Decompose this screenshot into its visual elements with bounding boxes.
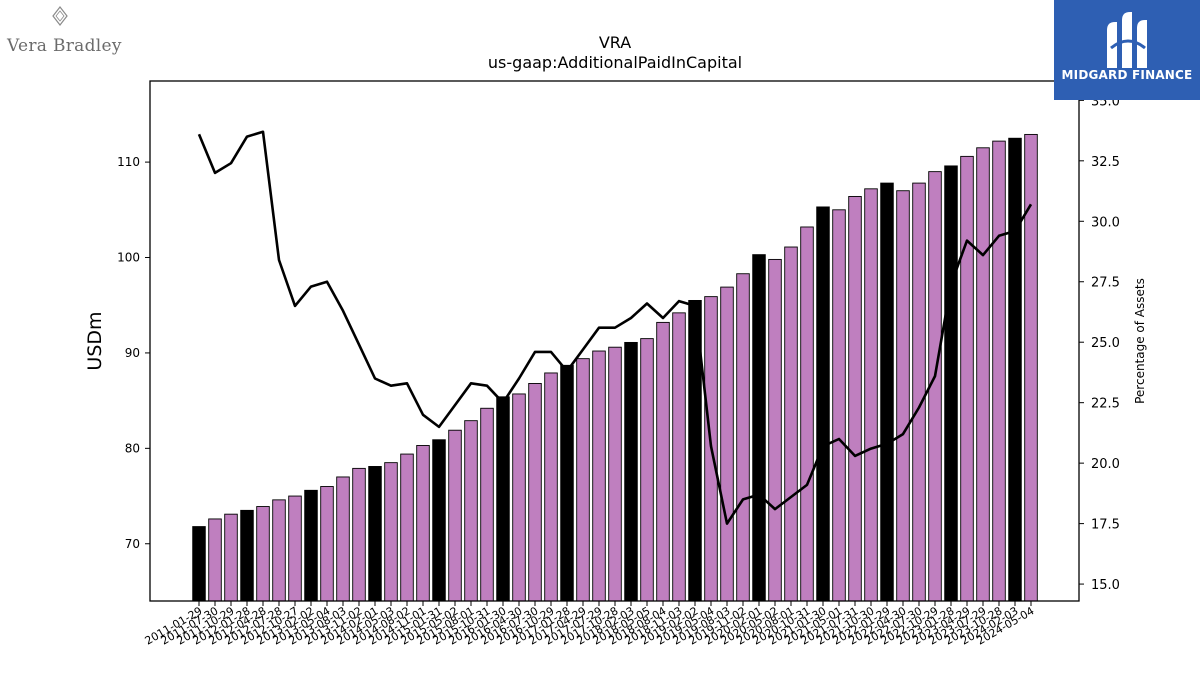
midgard-finance-logo: MIDGARD FINANCE — [1054, 0, 1200, 100]
bar-2012-07-28 — [272, 499, 286, 602]
y2-axis-label: Percentage of Assets — [1133, 278, 1147, 404]
y-tick-label: 80 — [125, 441, 140, 455]
bar-2018-02-03 — [624, 341, 638, 602]
chart-title: VRA — [599, 33, 631, 52]
midgard-finance-wordmark: MIDGARD FINANCE — [1061, 68, 1193, 82]
bar-2014-05-03 — [384, 462, 398, 602]
bar-2013-05-04 — [320, 486, 334, 602]
bar-2020-05-02 — [768, 258, 782, 602]
y2-tick-label: 15.0 — [1091, 578, 1120, 593]
bar-2023-04-29 — [960, 155, 974, 602]
y-tick-label: 90 — [125, 346, 140, 360]
vera-bradley-wordmark: Vera Bradley — [7, 36, 122, 56]
bar-2020-02-01 — [752, 254, 766, 602]
bar-2021-10-30 — [864, 188, 878, 602]
bar-2018-08-04 — [656, 321, 670, 602]
bar-2014-08-02 — [400, 453, 414, 602]
y2-tick-label: 32.5 — [1091, 155, 1120, 170]
bar-2013-11-02 — [352, 467, 366, 602]
bar-2012-01-28 — [240, 509, 254, 602]
bar-2014-02-01 — [368, 466, 382, 602]
bar-2021-07-31 — [848, 195, 862, 602]
y-tick-label: 70 — [125, 537, 140, 551]
bar-2016-07-30 — [528, 383, 542, 602]
bar-2019-08-03 — [720, 286, 734, 602]
bar-2014-11-01 — [416, 445, 430, 602]
bar-2023-07-29 — [976, 147, 990, 602]
y-axis-label: USDm — [84, 311, 106, 370]
bar-2021-05-01 — [832, 209, 846, 602]
bar-2017-04-29 — [576, 358, 590, 602]
bar-2024-02-03 — [1008, 137, 1022, 602]
bar-2013-08-03 — [336, 476, 350, 602]
bar-2022-07-30 — [912, 182, 926, 602]
percentage-of-assets-line — [197, 130, 1033, 525]
bar-2017-07-29 — [592, 350, 606, 602]
bar-2015-08-01 — [464, 420, 478, 602]
chart-subtitle: us-gaap:AdditionalPaidInCapital — [488, 53, 742, 72]
bar-2020-08-01 — [784, 246, 798, 602]
y-tick-label: 100 — [117, 251, 140, 265]
bar-2022-01-29 — [880, 182, 894, 602]
bar-2020-10-31 — [800, 226, 814, 602]
bar-2019-11-02 — [736, 273, 750, 602]
bar-2021-01-30 — [816, 206, 830, 602]
bar-2012-10-27 — [288, 495, 302, 602]
bar-2023-10-28 — [992, 140, 1006, 602]
bar-2016-10-29 — [544, 372, 558, 602]
y2-tick-label: 30.0 — [1091, 215, 1120, 230]
bar-2016-01-30 — [496, 396, 510, 602]
diamond-logo-icon — [52, 6, 68, 26]
bar-2011-01-29 — [192, 526, 206, 602]
bar-2017-01-28 — [560, 364, 574, 602]
y2-tick-label: 25.0 — [1091, 336, 1120, 351]
bar-2015-01-31 — [432, 439, 446, 602]
y2-tick-label: 27.5 — [1091, 276, 1120, 291]
bar-2022-04-30 — [896, 190, 910, 602]
bar-2011-10-29 — [224, 513, 238, 602]
bar-2013-02-02 — [304, 489, 318, 602]
midgard-m-logo-icon — [1107, 12, 1147, 68]
bar-2023-01-28 — [944, 165, 958, 602]
bar-2016-04-30 — [512, 393, 526, 602]
bar-2018-11-03 — [672, 312, 686, 602]
vera-bradley-logo: Vera Bradley — [0, 0, 130, 70]
bar-2011-07-30 — [208, 518, 222, 602]
bar-2015-05-02 — [448, 429, 462, 602]
y2-tick-label: 17.5 — [1091, 518, 1120, 533]
bar-2017-10-28 — [608, 346, 622, 602]
bar-2015-10-31 — [480, 407, 494, 602]
bar-2012-04-28 — [256, 506, 270, 602]
y2-tick-label: 22.5 — [1091, 397, 1120, 412]
y2-tick-label: 20.0 — [1091, 457, 1120, 472]
bar-2018-05-05 — [640, 338, 654, 602]
y-tick-label: 110 — [117, 155, 140, 169]
